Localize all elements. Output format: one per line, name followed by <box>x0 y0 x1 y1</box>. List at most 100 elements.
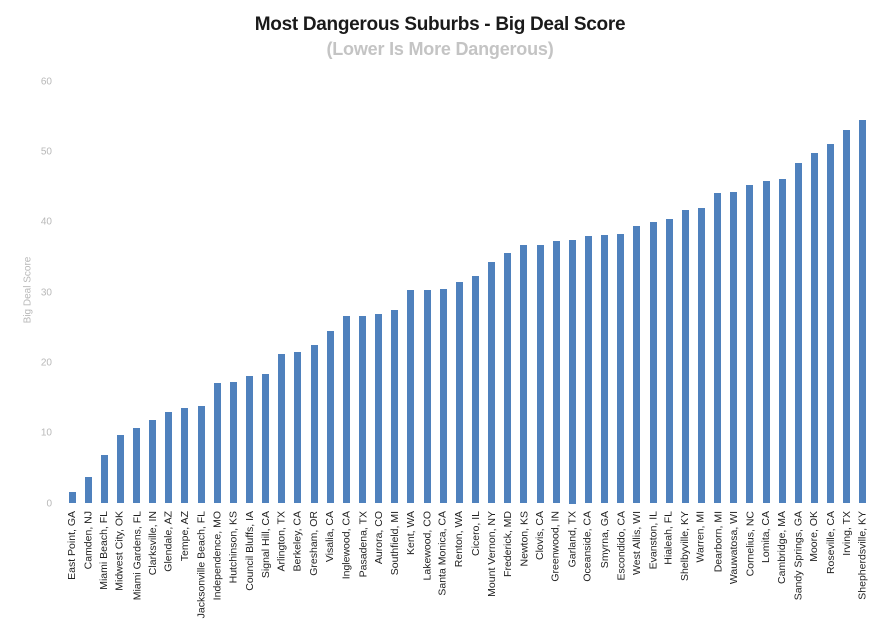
bar <box>407 290 415 504</box>
bar <box>116 435 124 504</box>
x-tick-label: Hialeah, FL <box>662 511 675 565</box>
chart-title: Most Dangerous Suburbs - Big Deal Score <box>254 14 626 35</box>
bar <box>714 193 722 504</box>
x-tick-label: Dearborn, MI <box>711 511 724 573</box>
bar <box>310 344 318 504</box>
x-tick-label: Kent, WA <box>404 511 417 555</box>
x-tick-label: Cicero, IL <box>469 511 482 556</box>
x-tick-label: Oceanside, CA <box>582 511 595 582</box>
bar <box>342 315 350 504</box>
y-tick-label: 60 <box>40 76 52 88</box>
y-tick-label: 30 <box>40 287 52 299</box>
x-tick-label: Clovis, CA <box>534 511 547 561</box>
bar <box>778 179 786 504</box>
x-tick-label: Sandy Springs, GA <box>792 511 805 601</box>
bar <box>665 218 673 504</box>
bar <box>133 428 141 504</box>
x-tick-label: Lomita, CA <box>759 511 772 563</box>
x-tick-label: Miami Beach, FL <box>98 511 111 590</box>
x-tick-label: Mount Vernon, NY <box>485 511 498 597</box>
x-tick-label: Greenwood, IN <box>549 511 562 582</box>
x-tick-label: Evanston, IL <box>647 511 660 570</box>
bar <box>439 289 447 504</box>
x-tick-label: Shelbyville, KY <box>679 511 692 582</box>
y-tick-label: 20 <box>40 357 52 369</box>
x-tick-label: Hutchinson, KS <box>227 511 240 584</box>
chart-subtitle: (Lower Is More Dangerous) <box>326 39 554 59</box>
x-tick-label: Signal Hill, CA <box>259 511 272 579</box>
x-tick-label: Wauwatosa, WI <box>727 511 740 585</box>
x-tick-label: Berkeley, CA <box>291 511 304 572</box>
bar <box>326 330 334 504</box>
bar <box>859 120 867 504</box>
bar <box>617 233 625 504</box>
bar <box>84 476 92 504</box>
bar <box>488 262 496 504</box>
bar <box>262 374 270 504</box>
bar <box>520 245 528 504</box>
x-tick-label: Cambridge, MA <box>776 511 789 584</box>
bar <box>697 207 705 504</box>
bar <box>568 239 576 504</box>
x-tick-label: Santa Monica, CA <box>436 511 449 596</box>
bar <box>278 353 286 504</box>
x-tick-label: Renton, WA <box>453 511 466 568</box>
x-tick-label: Escondido, CA <box>615 511 628 581</box>
x-tick-label: Miami Gardens, FL <box>130 511 143 601</box>
x-tick-label: Roseville, CA <box>824 511 837 575</box>
x-tick-label: Smyrna, GA <box>598 511 611 569</box>
bar <box>794 162 802 504</box>
x-tick-label: Irving, TX <box>840 511 853 556</box>
bar <box>762 180 770 504</box>
bar <box>246 376 254 504</box>
bar <box>455 282 463 504</box>
x-tick-label: Gresham, OR <box>307 511 320 576</box>
bar <box>843 129 851 504</box>
x-tick-label: Warren, MI <box>694 511 707 563</box>
x-tick-label: Arlington, TX <box>275 511 288 572</box>
bar <box>165 412 173 504</box>
bar <box>197 406 205 504</box>
x-tick-label: Newton, KS <box>518 511 531 567</box>
bar <box>601 234 609 504</box>
x-tick-label: Council Bluffs, IA <box>243 511 256 591</box>
x-tick-label: Jacksonville Beach, FL <box>195 511 208 619</box>
y-tick-label: 50 <box>40 146 52 158</box>
bar <box>391 310 399 504</box>
x-tick-label: Tempe, AZ <box>179 511 192 562</box>
bar <box>294 351 302 504</box>
x-tick-label: Shepherdsville, KY <box>856 511 869 600</box>
x-tick-label: Camden, NJ <box>82 511 95 570</box>
bar <box>423 290 431 504</box>
bar <box>229 381 237 504</box>
bar <box>746 185 754 504</box>
bar <box>649 221 657 504</box>
x-tick-label: East Point, GA <box>65 511 78 580</box>
bar <box>149 419 157 504</box>
bar <box>584 235 592 504</box>
bar <box>504 253 512 504</box>
y-tick-label: 0 <box>46 498 52 509</box>
bar <box>730 192 738 504</box>
x-tick-label: Lakewood, CO <box>421 511 434 581</box>
x-tick-label: Clarksville, IN <box>146 511 159 576</box>
bar <box>68 491 76 504</box>
x-tick-label: Aurora, CO <box>372 511 385 565</box>
bar <box>681 209 689 504</box>
x-tick-label: Pasadena, TX <box>356 511 369 578</box>
bar <box>100 454 108 504</box>
x-tick-label: West Allis, WI <box>630 511 643 575</box>
bar <box>827 143 835 504</box>
x-tick-label: Cornelius, NC <box>744 511 757 577</box>
x-tick-label: Glendale, AZ <box>162 511 175 572</box>
x-tick-label: Independence, MO <box>211 511 224 601</box>
y-tick-label: 10 <box>40 427 52 439</box>
x-tick-label: Frederick, MD <box>501 511 514 577</box>
bar <box>213 383 221 504</box>
bar <box>633 225 641 504</box>
x-tick-label: Inglewood, CA <box>340 511 353 580</box>
bar <box>181 407 189 504</box>
bar <box>375 314 383 504</box>
x-tick-label: Midwest City, OK <box>114 511 127 591</box>
